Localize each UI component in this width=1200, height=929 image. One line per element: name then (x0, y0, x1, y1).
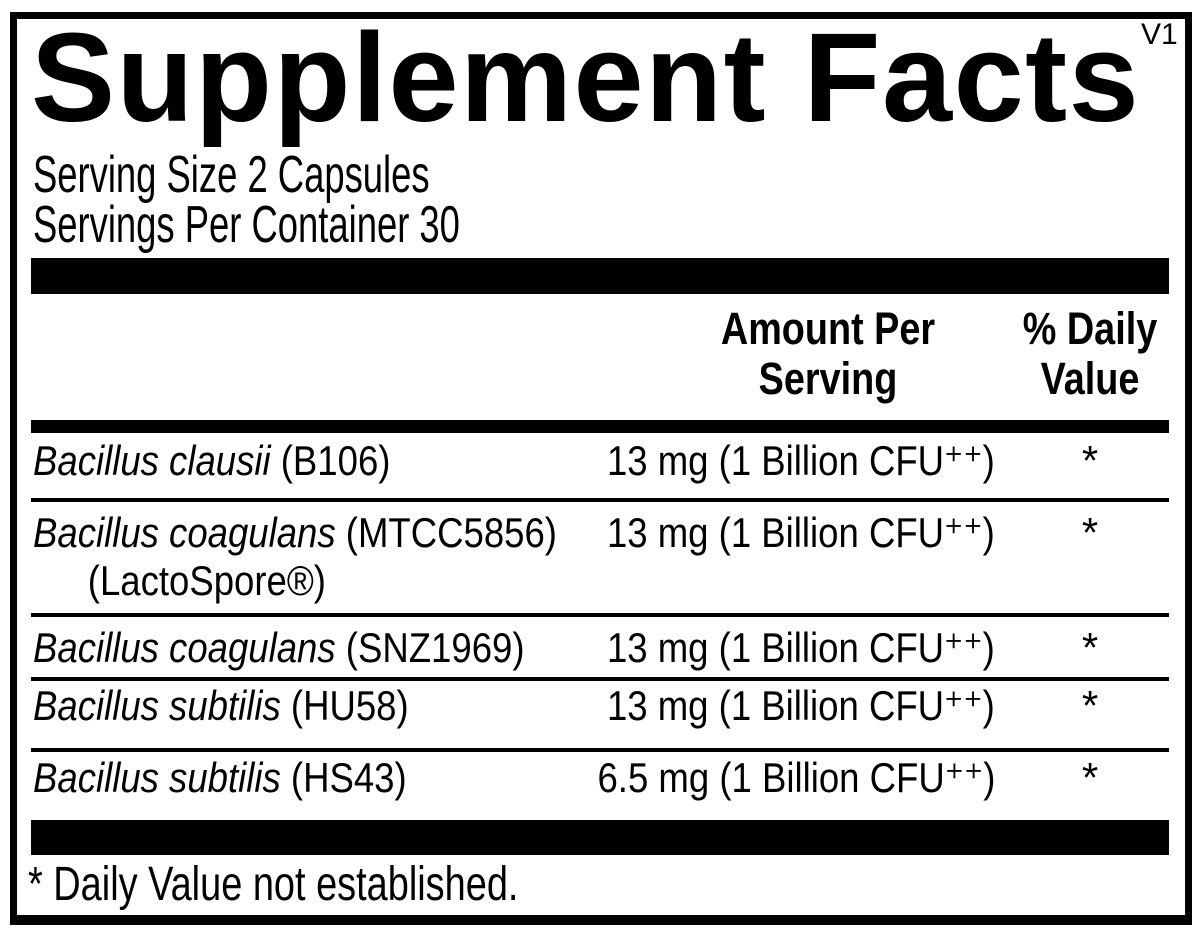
bottom-divider-bar (31, 820, 1169, 855)
top-divider-bar (31, 258, 1169, 294)
ingredient-name-cell: Bacillus coagulans (MTCC5856) (LactoSpore… (33, 509, 1169, 605)
header-thick-rule (31, 420, 1169, 433)
daily-value-cell: * (1081, 509, 1099, 556)
ingredient-name-text: Bacillus subtilis (HU58) (33, 682, 409, 730)
ingredient-row: Bacillus coagulans (SNZ1969) 13 mg (1 Bi… (31, 617, 1169, 681)
daily-value-cell: * (1081, 754, 1099, 801)
serving-size-text: Serving Size 2 Capsules (33, 146, 430, 204)
serving-size-line: Serving Size 2 Capsules (33, 149, 600, 201)
ingredient-genus-italic: Bacillus coagulans (33, 624, 336, 671)
version-superscript: V1 (1141, 18, 1178, 51)
daily-value-footnote-text: * Daily Value not established. (28, 858, 519, 911)
daily-value-cell: * (1081, 437, 1099, 484)
servings-per-container-text: Servings Per Container 30 (33, 196, 460, 254)
ingredient-name-text: Bacillus coagulans (MTCC5856) (LactoSpore… (33, 509, 557, 605)
ingredient-name-text: Bacillus subtilis (HS43) (33, 754, 407, 802)
ingredient-brand-line: (LactoSpore®) (87, 557, 326, 604)
daily-value-cell: * (1081, 682, 1099, 729)
ingredient-name-text: Bacillus clausii (B106) (33, 437, 390, 485)
ingredient-name-cell: Bacillus subtilis (HS43) (33, 754, 1169, 802)
ingredient-name-cell: Bacillus clausii (B106) (33, 437, 1169, 485)
amount-cell: 13 mg (1 Billion CFU⁺⁺) (549, 682, 995, 730)
ingredient-name-cell: Bacillus coagulans (SNZ1969) (33, 624, 1169, 672)
daily-value-cell: * (1081, 624, 1099, 671)
ingredient-strain-code: (SNZ1969) (335, 624, 525, 671)
ingredient-rows: Bacillus clausii (B106) 13 mg (1 Billion… (31, 433, 1169, 820)
ingredient-genus-italic: Bacillus clausii (33, 437, 271, 484)
ingredient-strain-code: (MTCC5856) (335, 509, 557, 556)
amount-text: 13 mg (1 Billion CFU⁺⁺) (607, 624, 995, 671)
ingredient-strain-code: (HU58) (280, 682, 409, 729)
servings-per-container-line: Servings Per Container 30 (33, 199, 643, 251)
amount-text: 13 mg (1 Billion CFU⁺⁺) (607, 437, 995, 484)
amount-cell: 6.5 mg (1 Billion CFU⁺⁺) (538, 754, 995, 802)
ingredient-row: Bacillus subtilis (HU58) 13 mg (1 Billio… (31, 681, 1169, 752)
ingredient-name-cell: Bacillus subtilis (HU58) (33, 682, 1169, 730)
ingredient-genus-italic: Bacillus subtilis (33, 682, 281, 729)
daily-value-header-text: % Daily Value (1022, 303, 1158, 404)
ingredient-strain-code: (B106) (270, 437, 391, 484)
amount-cell: 13 mg (1 Billion CFU⁺⁺) (549, 437, 995, 485)
ingredient-row: Bacillus subtilis (HS43) 6.5 mg (1 Billi… (31, 752, 1169, 820)
daily-value-header: % Daily Value (1023, 304, 1200, 404)
amount-cell: 13 mg (1 Billion CFU⁺⁺) (549, 509, 995, 557)
daily-value-footnote: * Daily Value not established. (28, 861, 649, 909)
ingredient-row: Bacillus clausii (B106) 13 mg (1 Billion… (31, 433, 1169, 502)
ingredient-genus-italic: Bacillus coagulans (33, 509, 336, 556)
ingredient-row: Bacillus coagulans (MTCC5856) (LactoSpore… (31, 502, 1169, 617)
amount-text: 13 mg (1 Billion CFU⁺⁺) (607, 509, 995, 556)
ingredient-name-text: Bacillus coagulans (SNZ1969) (33, 624, 525, 672)
amount-header-text: Amount Per Serving (720, 303, 936, 404)
page-title: Supplement Facts (31, 7, 1141, 148)
amount-per-serving-header: Amount Per Serving (721, 304, 1083, 404)
amount-text: 13 mg (1 Billion CFU⁺⁺) (607, 682, 995, 729)
label-border-box (10, 12, 1192, 925)
amount-cell: 13 mg (1 Billion CFU⁺⁺) (549, 624, 995, 672)
amount-text: 6.5 mg (1 Billion CFU⁺⁺) (597, 754, 995, 801)
ingredient-strain-code: (HS43) (280, 754, 407, 801)
ingredient-genus-italic: Bacillus subtilis (33, 754, 281, 801)
